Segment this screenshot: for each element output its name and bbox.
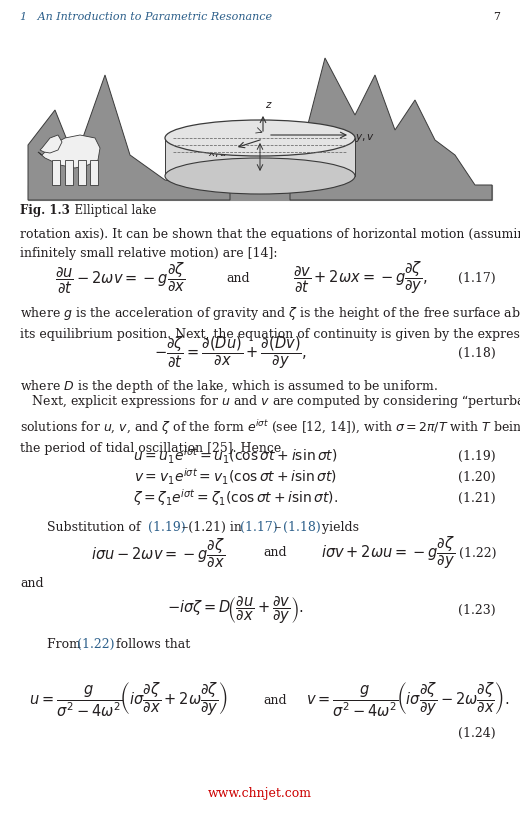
Text: (1.18): (1.18) [283,521,321,534]
Text: $z$: $z$ [265,100,272,110]
Polygon shape [40,135,62,153]
Polygon shape [165,138,355,176]
Text: www.chnjet.com: www.chnjet.com [208,786,312,799]
Text: (1.17): (1.17) [458,272,496,285]
Text: $D$: $D$ [265,156,274,168]
Text: (1.23): (1.23) [458,604,496,617]
Text: (1.22): (1.22) [459,546,496,560]
Text: Next, explicit expressions for $u$ and $v$ are computed by considering “perturba: Next, explicit expressions for $u$ and $… [20,393,520,455]
Text: (1.24): (1.24) [458,726,496,739]
Polygon shape [28,75,230,200]
Text: $\dfrac{\partial v}{\partial t} + 2\omega x = -g\dfrac{\partial \zeta}{\partial : $\dfrac{\partial v}{\partial t} + 2\omeg… [293,260,427,296]
Text: $i\sigma u - 2\omega v = -g\dfrac{\partial \zeta}{\partial x}$: $i\sigma u - 2\omega v = -g\dfrac{\parti… [91,537,225,570]
Text: –(1.21) in: –(1.21) in [182,521,246,534]
Polygon shape [38,135,100,168]
Text: $\dfrac{\partial u}{\partial t} - 2\omega v = -g\dfrac{\partial \zeta}{\partial : $\dfrac{\partial u}{\partial t} - 2\omeg… [55,260,185,296]
Text: $\omega$: $\omega$ [246,130,256,140]
Text: $y, v$: $y, v$ [355,132,375,144]
Text: $i\sigma v + 2\omega u = -g\dfrac{\partial \zeta}{\partial y}$: $i\sigma v + 2\omega u = -g\dfrac{\parti… [321,535,455,571]
Text: From: From [35,638,85,651]
Polygon shape [52,160,60,185]
Text: $v = \dfrac{g}{\sigma^2 - 4\omega^2}\!\left(i\sigma\dfrac{\partial\zeta}{\partia: $v = \dfrac{g}{\sigma^2 - 4\omega^2}\!\l… [306,681,510,719]
Text: 1   An Introduction to Parametric Resonance: 1 An Introduction to Parametric Resonanc… [20,12,272,22]
Text: (1.19): (1.19) [458,450,496,462]
Text: Fig. 1.3: Fig. 1.3 [20,204,70,217]
Text: $-i\sigma\zeta = D\!\left(\dfrac{\partial u}{\partial x} + \dfrac{\partial v}{\p: $-i\sigma\zeta = D\!\left(\dfrac{\partia… [166,594,303,626]
Text: and: and [263,546,287,560]
Text: $v = v_1 e^{i\sigma t} = v_1(\cos\sigma t + i\sin\sigma t)$: $v = v_1 e^{i\sigma t} = v_1(\cos\sigma … [134,467,336,488]
Text: (1.22): (1.22) [77,638,114,651]
Polygon shape [90,160,98,185]
Ellipse shape [165,158,355,194]
Text: and: and [226,272,250,285]
Text: (1.21): (1.21) [458,492,496,505]
Text: Elliptical lake: Elliptical lake [67,204,157,217]
Polygon shape [65,160,73,185]
Text: and: and [263,694,287,707]
Ellipse shape [165,120,355,156]
Text: $x, u$: $x, u$ [208,148,228,159]
Text: Substitution of: Substitution of [35,521,145,534]
Polygon shape [290,58,492,200]
Text: follows that: follows that [112,638,190,651]
Text: (1.20): (1.20) [458,470,496,483]
Text: where $g$ is the acceleration of gravity and $\zeta$ is the height of the free s: where $g$ is the acceleration of gravity… [20,305,520,340]
Polygon shape [28,185,492,200]
Text: (1.18): (1.18) [458,347,496,359]
Polygon shape [78,160,86,185]
Text: –: – [274,521,280,534]
Text: (1.19): (1.19) [148,521,186,534]
Text: and: and [20,577,44,590]
Text: $u = \dfrac{g}{\sigma^2 - 4\omega^2}\!\left(i\sigma\dfrac{\partial\zeta}{\partia: $u = \dfrac{g}{\sigma^2 - 4\omega^2}\!\l… [29,681,227,719]
Text: 7: 7 [493,12,500,22]
Text: $-\dfrac{\partial \zeta}{\partial t} = \dfrac{\partial (Du)}{\partial x} + \dfra: $-\dfrac{\partial \zeta}{\partial t} = \… [153,335,306,371]
Text: rotation axis). It can be shown that the equations of horizontal motion (assumin: rotation axis). It can be shown that the… [20,228,520,259]
Text: yields: yields [318,521,359,534]
Text: where $D$ is the depth of the lake, which is assumed to be uniform.: where $D$ is the depth of the lake, whic… [20,378,438,395]
Text: $\zeta = \zeta_1 e^{i\sigma t} = \zeta_1(\cos\sigma t + i\sin\sigma t).$: $\zeta = \zeta_1 e^{i\sigma t} = \zeta_1… [133,488,337,509]
Text: (1.17): (1.17) [240,521,278,534]
Text: $u = u_1 e^{i\sigma t} = u_1(\cos\sigma t + i\sin\sigma t)$: $u = u_1 e^{i\sigma t} = u_1(\cos\sigma … [133,446,337,466]
